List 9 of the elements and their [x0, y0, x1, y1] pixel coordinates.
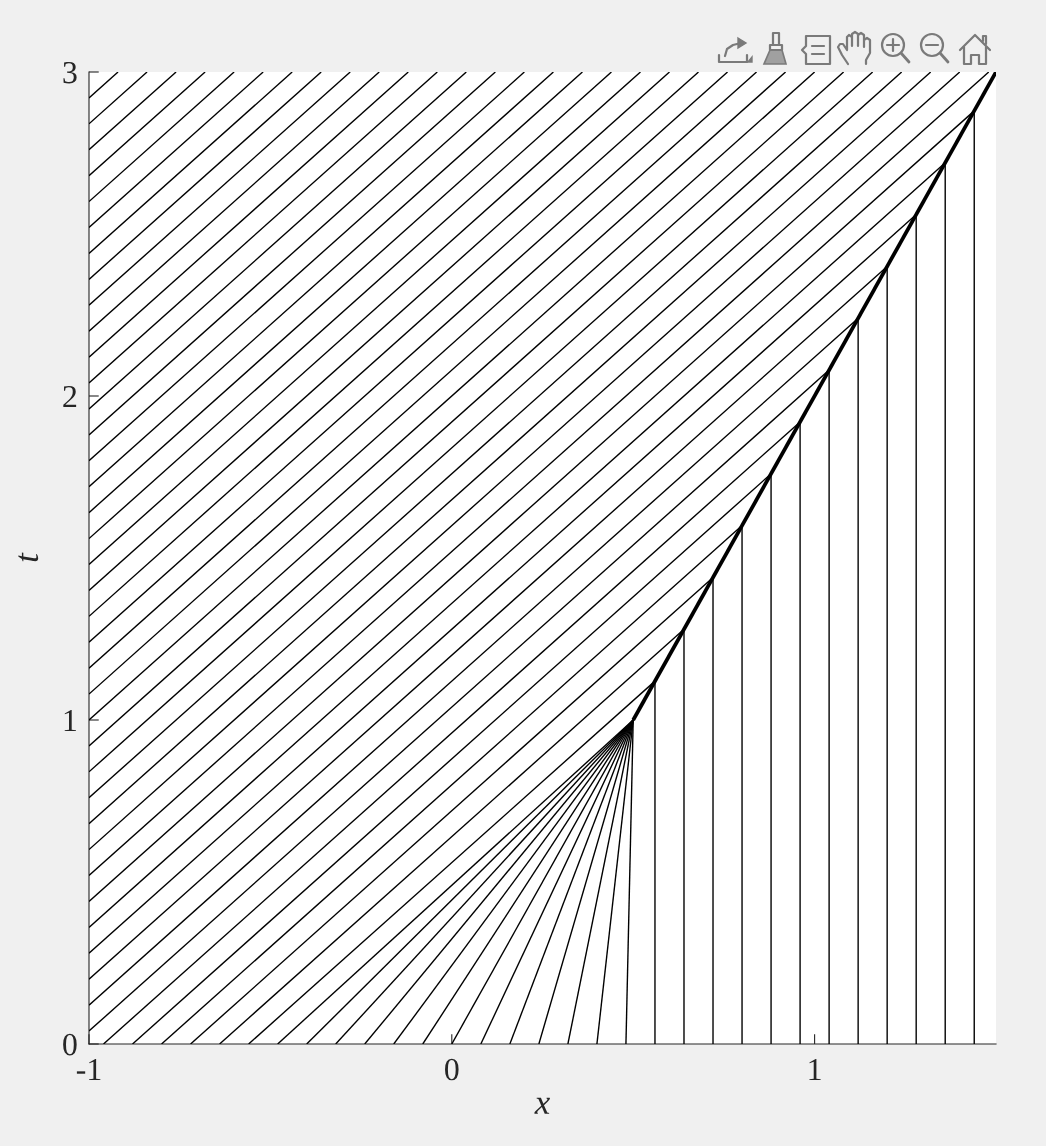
x-tick-label: 1 [809, 1058, 821, 1081]
y-axis-title: t [18, 552, 39, 562]
x-tick-label: -1 [76, 1058, 101, 1081]
x-axis-title: x [534, 1097, 550, 1114]
y-tick-label: 0 [63, 1033, 77, 1056]
y-tick-label: 3 [63, 61, 77, 84]
y-tick-label: 2 [63, 385, 77, 408]
x-tick-label: 0 [445, 1058, 459, 1081]
y-tick-label: 1 [64, 709, 76, 732]
